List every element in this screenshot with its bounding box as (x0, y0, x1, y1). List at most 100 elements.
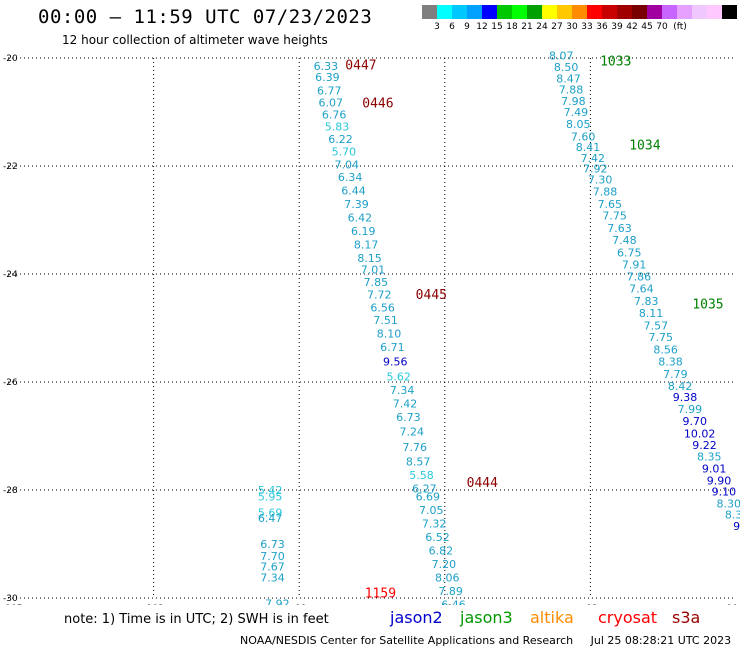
wave-height-value: 6.22 (328, 133, 353, 146)
wave-height-value: 8.15 (357, 252, 382, 265)
y-tick-label: -20 (3, 54, 18, 64)
wave-height-value: 7.32 (422, 517, 447, 530)
wave-height-value: 7.42 (393, 398, 418, 411)
legend-swatch (722, 5, 737, 19)
wave-height-value: 6.69 (416, 490, 441, 503)
wave-height-value: 7.83 (634, 295, 659, 308)
wave-height-value: 8.57 (406, 455, 431, 468)
legend-swatch (437, 5, 452, 19)
wave-height-value: 7.76 (402, 441, 427, 454)
wave-height-value: 6.47 (258, 512, 283, 525)
legend-swatch (587, 5, 602, 19)
wave-height-value: 5.95 (258, 490, 283, 503)
legend-tick-label: 33 (581, 22, 593, 32)
pass-time-label: 0444 (467, 476, 498, 491)
credit-line: NOAA/NESDIS Center for Satellite Applica… (240, 634, 740, 647)
wave-height-value: 9.56 (383, 355, 408, 368)
wave-height-value: 8.06 (435, 571, 460, 584)
wave-height-value: 5.83 (325, 121, 350, 134)
legend-swatch (467, 5, 482, 19)
x-tick-label: -96 (437, 604, 452, 605)
wave-height-value: 6.56 (370, 301, 395, 314)
legend-tick-label: 6 (449, 22, 455, 32)
wave-height-value: 8.3 (725, 508, 740, 521)
timestamp: Jul 25 08:28:21 UTC 2023 (590, 634, 732, 647)
wave-height-value: 7.04 (335, 158, 360, 171)
chart-title: 00:00 – 11:59 UTC 07/23/2023 (38, 6, 373, 28)
legend-tick-label: 18 (506, 22, 518, 32)
wave-height-value: 6.52 (425, 531, 450, 544)
wave-height-value: 9.70 (682, 415, 707, 428)
legend-swatch (452, 5, 467, 19)
legend-swatch (557, 5, 572, 19)
wave-height-value: 5.62 (386, 371, 411, 384)
wave-height-value: 7.24 (400, 426, 425, 439)
credit-text: NOAA/NESDIS Center for Satellite Applica… (240, 634, 574, 647)
wave-height-value: 7.01 (361, 264, 386, 277)
legend-swatch (527, 5, 542, 19)
wave-height-value: 8.56 (653, 344, 678, 357)
wave-height-value: 10.02 (684, 427, 716, 440)
wave-height-value: 8.30 (716, 498, 740, 511)
chart-subtitle: 12 hour collection of altimeter wave hei… (62, 33, 328, 47)
legend-tick-label: 21 (521, 22, 533, 32)
legend-tick-label: 36 (596, 22, 608, 32)
legend-tick-label: 3 (434, 22, 440, 32)
wave-height-value: 6.07 (318, 96, 343, 109)
legend-swatch (692, 5, 707, 19)
pass-time-label: 1159 (365, 587, 396, 602)
wave-height-value: 7.75 (649, 331, 674, 344)
wave-height-value: 6.71 (380, 341, 405, 354)
wave-height-value: 7.92 (583, 163, 608, 176)
legend-swatch (662, 5, 677, 19)
wave-height-value: 8.38 (658, 355, 683, 368)
wave-height-value: 6.33 (314, 60, 339, 73)
wave-height-value: 6.19 (351, 225, 376, 238)
wave-height-value: 9.90 (707, 474, 732, 487)
wave-height-value: 7.70 (260, 550, 285, 563)
pass-time-label: 0445 (416, 288, 447, 303)
wave-height-value: 7.92 (265, 597, 290, 605)
wave-height-value: 9. (733, 520, 740, 533)
wave-height-value: 6.27 (412, 482, 437, 495)
wave-height-value: 7.89 (438, 585, 463, 598)
wave-height-value: 9.10 (712, 486, 737, 499)
wave-height-value: 7.57 (644, 319, 669, 332)
wave-height-value: 7.48 (612, 234, 637, 247)
legend-tick-label: 9 (464, 22, 470, 32)
wave-height-value: 6.34 (338, 171, 363, 184)
wave-height-value: 8.17 (354, 238, 379, 251)
legend-swatch (497, 5, 512, 19)
pass-time-label: 0447 (345, 58, 376, 73)
wave-height-value: 7.39 (344, 198, 369, 211)
wave-height-value: 8.47 (556, 73, 581, 86)
x-tick-label: -102 (143, 604, 163, 605)
x-tick-label: -99 (292, 604, 307, 605)
wave-height-value: 7.60 (571, 130, 596, 143)
wave-height-value: 7.72 (367, 289, 392, 302)
legend-tick-label: 27 (551, 22, 563, 32)
pass-time-label: 1034 (629, 138, 660, 153)
wave-height-value: 7.99 (678, 403, 703, 416)
wave-height-value: 6.75 (617, 246, 642, 259)
wave-height-value: 7.63 (607, 222, 632, 235)
footer-note: note: 1) Time is in UTC; 2) SWH is in fe… (64, 612, 329, 627)
legend-tick-label: 39 (611, 22, 623, 32)
wave-height-value: 9.01 (702, 462, 727, 475)
wave-height-value: 7.42 (581, 152, 606, 165)
legend-swatch (572, 5, 587, 19)
y-tick-label: -30 (3, 594, 18, 604)
legend-swatch (482, 5, 497, 19)
legend-swatch (632, 5, 647, 19)
legend-swatch (707, 5, 722, 19)
wave-height-value: 8.07 (549, 49, 574, 62)
wave-height-value: 7.88 (593, 185, 618, 198)
wave-height-value: 7.65 (598, 198, 623, 211)
legend-unit-label: (ft) (673, 22, 687, 32)
wave-height-value: 6.76 (322, 109, 347, 122)
wave-height-value: 6.46 (441, 598, 466, 605)
legend-tick-label: 12 (476, 22, 488, 32)
wave-height-value: 7.05 (419, 504, 444, 517)
wave-height-value: 7.20 (432, 558, 457, 571)
wave-height-value: 8.11 (639, 307, 664, 320)
